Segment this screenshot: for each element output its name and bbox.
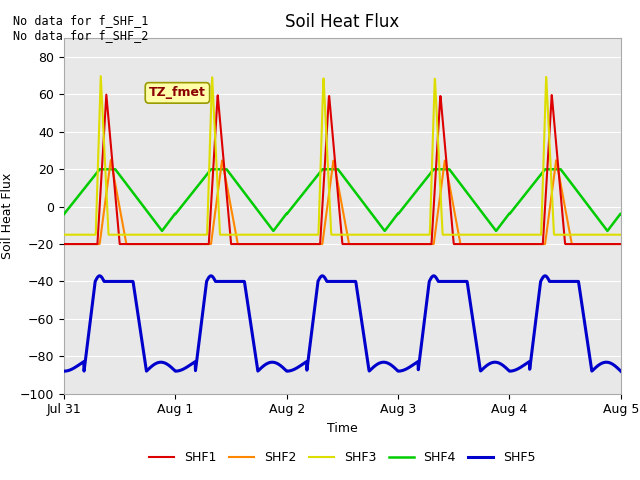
Text: TZ_fmet: TZ_fmet bbox=[149, 86, 206, 99]
Title: Soil Heat Flux: Soil Heat Flux bbox=[285, 13, 399, 31]
Legend: SHF1, SHF2, SHF3, SHF4, SHF5: SHF1, SHF2, SHF3, SHF4, SHF5 bbox=[144, 446, 541, 469]
X-axis label: Time: Time bbox=[327, 422, 358, 435]
Y-axis label: Soil Heat Flux: Soil Heat Flux bbox=[1, 173, 14, 259]
Text: No data for f_SHF_1
No data for f_SHF_2: No data for f_SHF_1 No data for f_SHF_2 bbox=[13, 14, 148, 42]
